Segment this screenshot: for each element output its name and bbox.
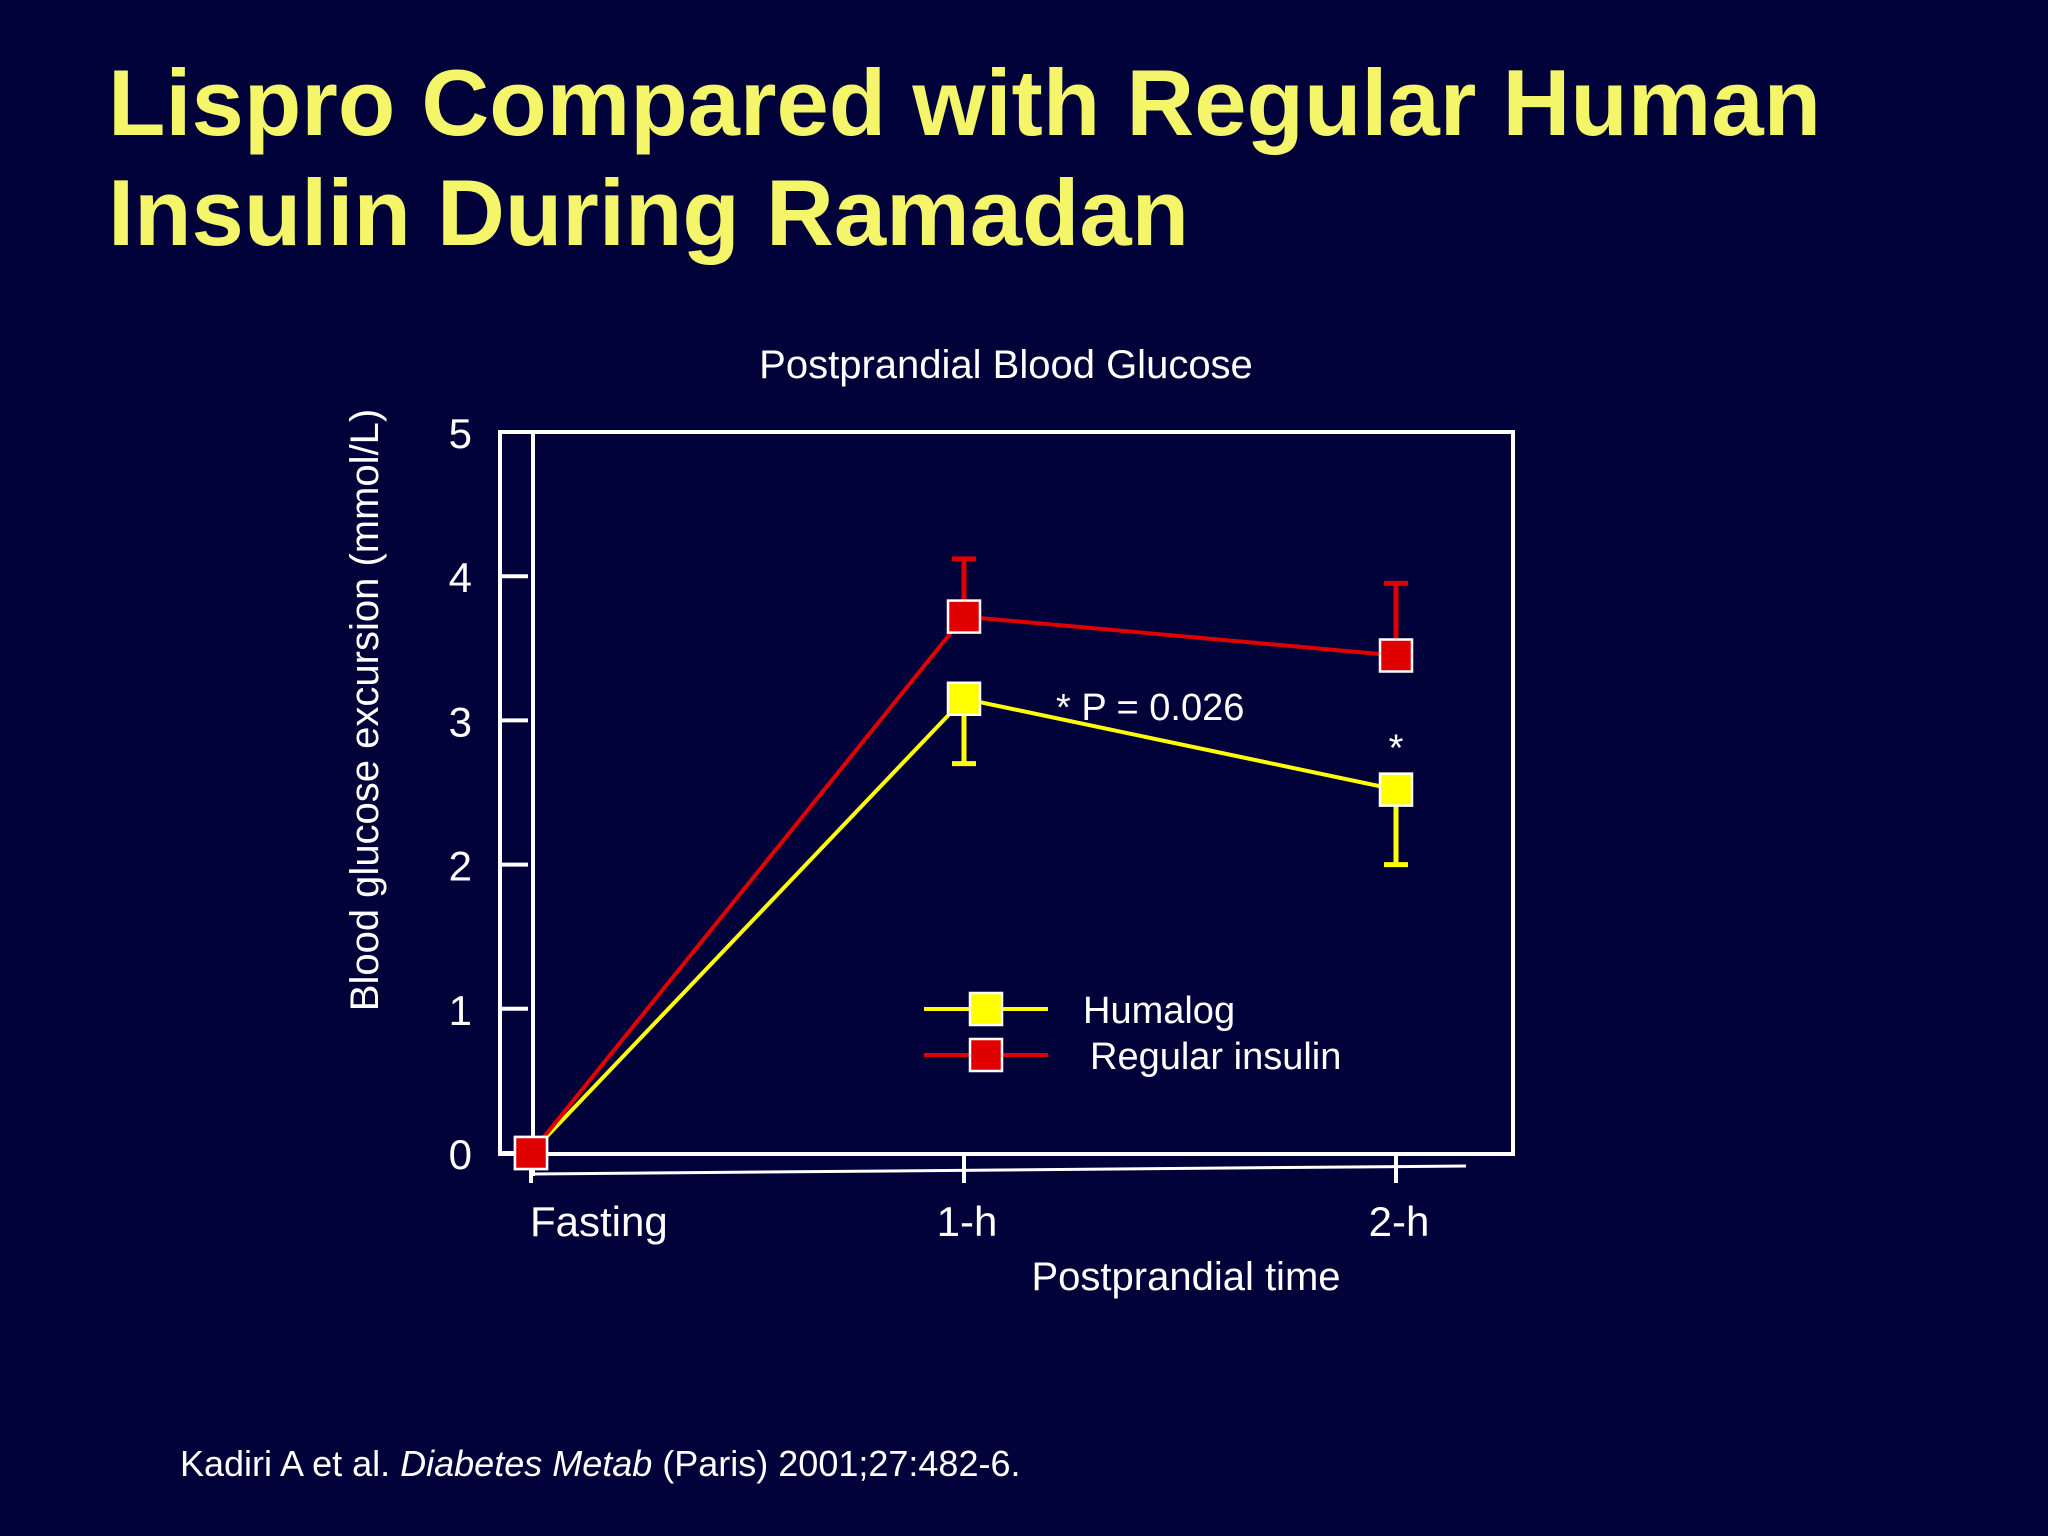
data-point-marker [946,681,982,717]
slide-title-line-2: Insulin During Ramadan [108,160,1190,265]
x-tick-label: 2-h [1369,1198,1430,1245]
x-axis-label: Postprandial time [1031,1255,1340,1299]
data-point-marker [513,1135,549,1171]
citation-journal: Diabetes Metab [400,1443,653,1484]
data-point-marker [946,599,982,634]
chart-title: Postprandial Blood Glucose [759,343,1253,387]
significance-annotation: * [1389,727,1404,769]
x-tick-label: 1-h [937,1198,998,1245]
y-tick-label: 0 [449,1131,472,1178]
y-tick-label: 2 [449,843,472,890]
citation-authors: Kadiri A et al. [180,1443,401,1484]
data-point-marker [1378,638,1414,673]
legend-marker [968,991,1004,1027]
y-axis-label: Blood glucose excursion (mmol/L) [343,409,387,1011]
legend-label: Regular insulin [1090,1036,1341,1078]
series-line-humalog [529,696,1397,1155]
x-axis-line [532,1164,1467,1176]
citation: Kadiri A et al. Diabetes Metab (Paris) 2… [180,1443,1021,1485]
slide-title-line-1: Lispro Compared with Regular Human [108,50,1822,155]
legend-marker [968,1037,1004,1073]
plot-frame [498,430,1515,1156]
legend-label: Humalog [1083,990,1235,1032]
y-tick-label: 5 [449,410,472,457]
slide-title: Lispro Compared with Regular Human Insul… [108,48,2008,268]
citation-rest: (Paris) 2001;27:482-6. [652,1443,1021,1484]
significance-annotation: * P = 0.026 [1056,687,1244,729]
plot-area: 0 1 2 3 4 5 Fasting 1-h 2-h * P = 0.026 * HumalogRe… [449,410,1515,1245]
y-tick-label: 3 [449,698,472,745]
y-tick-label: 1 [449,987,472,1034]
data-point-marker [1378,772,1414,807]
y-tick-label: 4 [449,554,472,601]
x-tick-label: Fasting [530,1198,668,1245]
